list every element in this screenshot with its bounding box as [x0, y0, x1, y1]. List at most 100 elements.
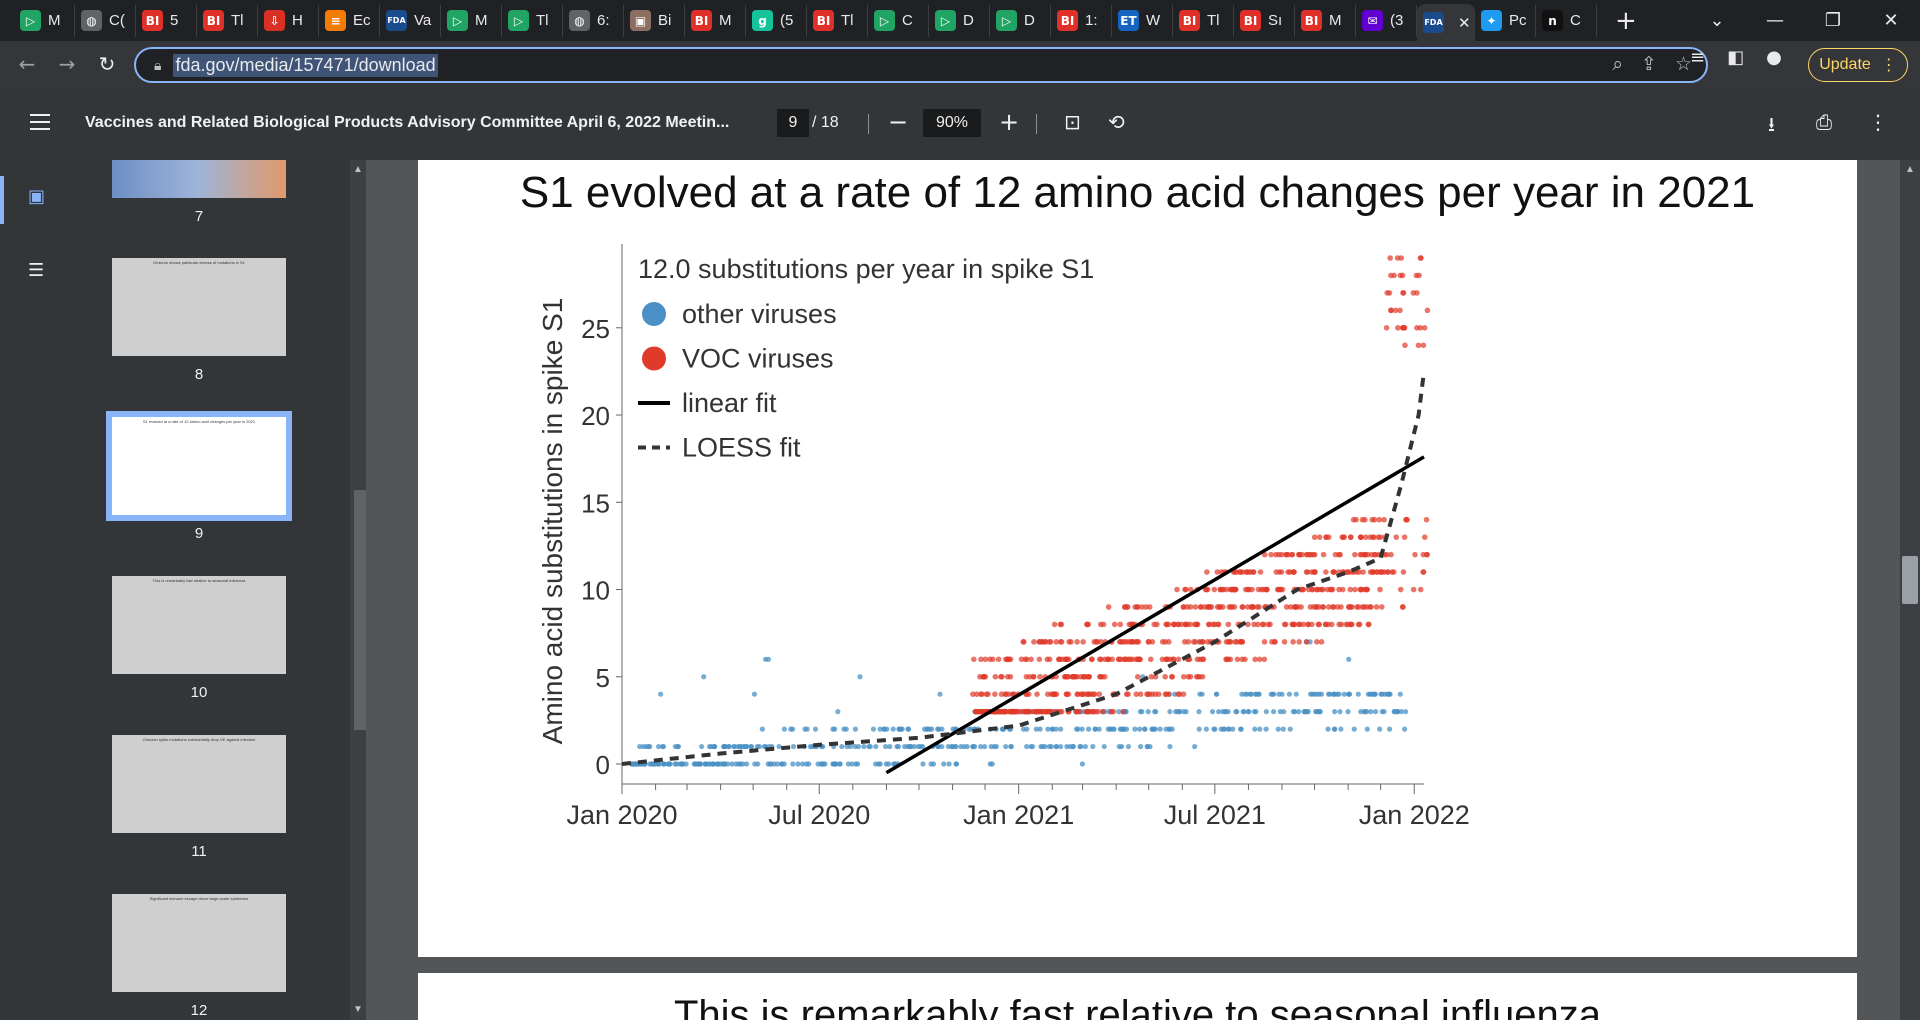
page-thumbnail-8[interactable]: Omicron shows particular excess of mutat…	[112, 258, 286, 356]
browser-tab[interactable]: BI Sı	[1234, 4, 1295, 37]
forward-icon[interactable]: →	[58, 52, 76, 76]
data-point-other	[921, 726, 928, 732]
data-point-voc	[1180, 604, 1187, 610]
fit-to-page-icon[interactable]: ⊡	[1064, 110, 1081, 134]
scroll-down-icon[interactable]: ▼	[353, 1004, 363, 1015]
data-point-other	[845, 761, 851, 767]
address-bar[interactable]: 🔒︎ fda.gov/media/157471/download ⌕ ⇪ ☆	[134, 47, 1708, 83]
browser-tab-active[interactable]: FDA ✕	[1417, 4, 1475, 41]
zoom-out-icon[interactable]: −	[888, 108, 909, 136]
back-icon[interactable]: ←	[18, 52, 36, 76]
browser-tab[interactable]: ET W	[1112, 4, 1173, 37]
lock-icon[interactable]: 🔒︎	[154, 56, 162, 73]
browser-tab[interactable]: ▷ D	[929, 4, 990, 37]
sidebar-scroll-thumb[interactable]	[354, 490, 366, 730]
data-point-voc	[1095, 708, 1102, 715]
data-point-other	[1167, 709, 1173, 715]
page-thumbnail-12[interactable]: Significant immune escape drove large-sc…	[112, 894, 286, 992]
data-point-other	[721, 743, 727, 750]
browser-tab[interactable]: BI Tl	[197, 4, 258, 37]
new-tab-icon[interactable]: +	[1615, 5, 1637, 36]
data-point-other	[748, 743, 754, 750]
close-window-icon[interactable]: ✕	[1883, 10, 1899, 31]
bi-logo-icon: BI	[1240, 10, 1261, 31]
thumbnail-page-number: 11	[191, 843, 207, 860]
data-point-voc	[1227, 586, 1234, 593]
menu-icon[interactable]	[30, 114, 50, 135]
url-text[interactable]: fda.gov/media/157471/download	[173, 53, 438, 77]
maximize-icon[interactable]: ❐	[1824, 10, 1842, 31]
browser-tab[interactable]: BI Tl	[1173, 4, 1234, 37]
main-scroll-thumb[interactable]	[1902, 556, 1918, 604]
browser-tab[interactable]: BI 1:	[1051, 4, 1112, 37]
data-point-voc	[1057, 621, 1064, 628]
page-thumbnail-9[interactable]: S1 evolved at a rate of 12 amino acid ch…	[106, 411, 292, 521]
thumbnails-view-icon[interactable]: ▣	[28, 186, 46, 207]
rotate-icon[interactable]: ⟲	[1108, 110, 1125, 134]
data-point-voc	[1328, 621, 1335, 628]
scroll-up-icon[interactable]: ▲	[353, 164, 363, 175]
browser-tab[interactable]: ⇩ H	[258, 4, 319, 37]
browser-tab[interactable]: ◍ 6:	[563, 4, 624, 37]
media-control-icon[interactable]: ≡	[1690, 47, 1706, 68]
data-point-voc	[1312, 569, 1318, 575]
data-point-voc	[1364, 586, 1371, 593]
data-point-voc	[1053, 691, 1060, 698]
browser-tab[interactable]: BI M	[685, 4, 746, 37]
data-point-other	[1305, 709, 1311, 715]
data-point-voc	[1320, 604, 1326, 610]
data-point-other	[1332, 709, 1338, 715]
browser-tab[interactable]: ◍ C(	[75, 4, 136, 37]
page-thumbnail-7[interactable]	[112, 160, 286, 198]
page-number-input[interactable]: 9	[777, 109, 809, 137]
data-point-voc	[999, 673, 1005, 680]
tab-title: Sı	[1268, 12, 1283, 29]
browser-tab[interactable]: g (5	[746, 4, 807, 37]
profile-icon[interactable]: ●	[1766, 47, 1782, 68]
download-icon[interactable]: ⭳	[1768, 112, 1775, 136]
share-icon[interactable]: ⇪	[1641, 53, 1657, 75]
browser-tab[interactable]: BI 5	[136, 4, 197, 37]
zoom-level-input[interactable]: 90%	[923, 109, 981, 137]
browser-tab[interactable]: ▷ M	[14, 4, 75, 37]
data-point-voc	[971, 656, 977, 663]
print-icon[interactable]: ⎙	[1816, 110, 1832, 134]
data-point-voc	[1354, 604, 1360, 610]
close-tab-icon[interactable]: ✕	[1458, 14, 1471, 32]
page-thumbnail-10[interactable]: This is remarkably fast relative to seas…	[112, 576, 286, 674]
more-options-icon[interactable]: ⋮	[1868, 110, 1888, 134]
data-point-other	[691, 761, 697, 767]
bookmark-star-icon[interactable]: ☆	[1674, 53, 1692, 75]
tab-search-icon[interactable]: ⌄	[1709, 10, 1725, 31]
data-point-voc	[1417, 586, 1424, 593]
browser-tab[interactable]: ▷ C	[868, 4, 929, 37]
data-point-other	[1386, 726, 1393, 732]
browser-tab[interactable]: ✉ (3	[1356, 4, 1417, 37]
minimize-icon[interactable]: —	[1766, 10, 1784, 31]
zoom-in-icon[interactable]: +	[999, 108, 1020, 136]
data-point-voc	[1223, 656, 1229, 663]
browser-tab[interactable]: ≡ Ec	[319, 4, 380, 37]
browser-tab[interactable]: ▷ Tl	[502, 4, 563, 37]
scroll-up-icon[interactable]: ▲	[1905, 164, 1915, 175]
data-point-voc	[1304, 569, 1311, 575]
reload-icon[interactable]: ↻	[98, 52, 116, 76]
browser-tab[interactable]: ▷ D	[990, 4, 1051, 37]
browser-tab[interactable]: ▷ M	[441, 4, 502, 37]
browser-tab[interactable]: FDA Va	[380, 4, 441, 37]
side-panel-icon[interactable]: ◧	[1727, 47, 1745, 68]
browser-tab[interactable]: ▣ Bi	[624, 4, 685, 37]
data-point-voc	[1271, 639, 1278, 645]
browser-tab[interactable]: BI Tl	[807, 4, 868, 37]
browser-tab[interactable]: ✦ Pc	[1475, 4, 1536, 37]
outline-view-icon[interactable]: ☰	[28, 260, 45, 281]
pdf-viewer[interactable]: S1 evolved at a rate of 12 amino acid ch…	[366, 160, 1898, 1020]
data-point-voc	[1420, 569, 1427, 575]
page-thumbnail-11[interactable]: Omicron spike mutations substantially dr…	[112, 735, 286, 833]
data-point-other	[802, 726, 808, 732]
data-point-other	[634, 761, 640, 767]
browser-tab[interactable]: BI M	[1295, 4, 1356, 37]
zoom-icon[interactable]: ⌕	[1612, 53, 1624, 75]
update-button[interactable]: Update ⋮	[1808, 48, 1908, 82]
